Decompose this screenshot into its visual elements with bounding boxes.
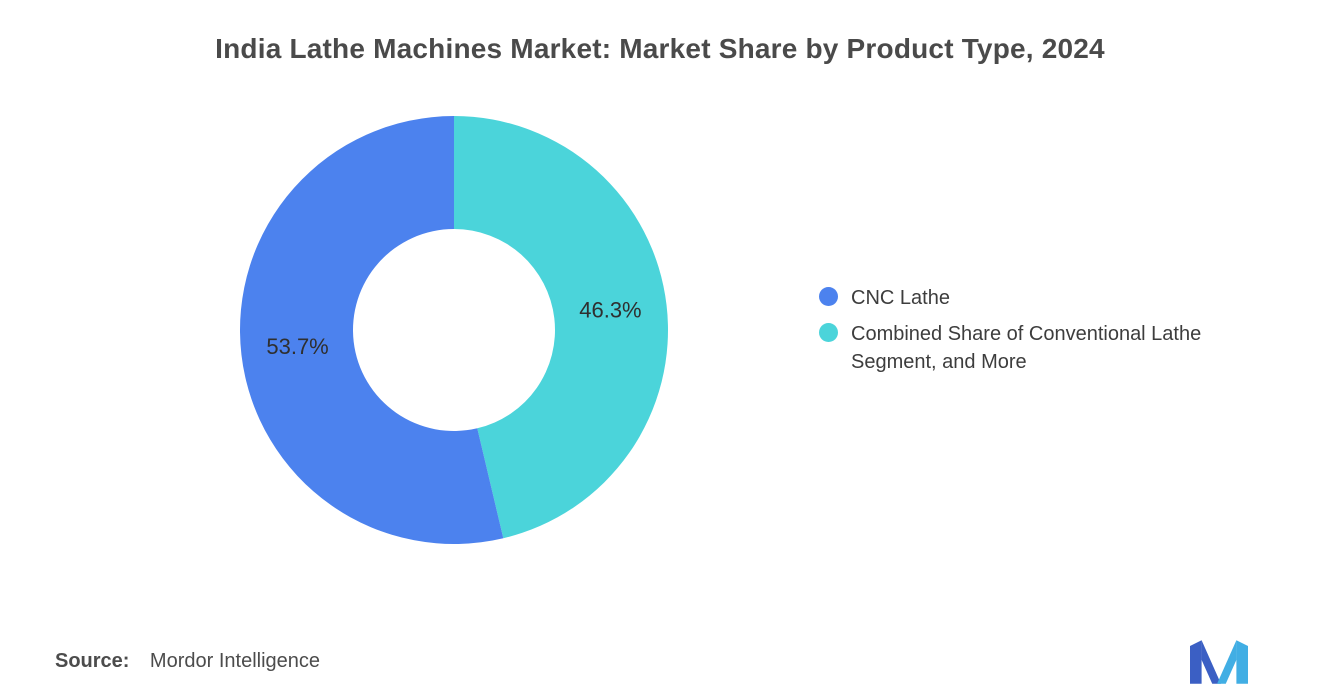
mordor-logo-glyph xyxy=(1190,640,1248,684)
legend-swatch-cnc-lathe xyxy=(819,287,838,306)
logo-left-bar xyxy=(1190,640,1202,684)
legend-item-cnc-lathe[interactable]: CNC Lathe xyxy=(819,284,1256,312)
footer: Source: Mordor Intelligence xyxy=(55,639,1248,684)
slice-value-label-1: 46.3% xyxy=(579,298,641,323)
donut-slice-0[interactable] xyxy=(239,116,504,544)
donut-chart-wrap: 46.3% 53.7% xyxy=(234,110,674,550)
donut-chart: 46.3% 53.7% xyxy=(239,116,668,544)
chart-area: 46.3% 53.7% CNC Lathe Combined Share of C… xyxy=(0,110,1320,550)
source-value: Mordor Intelligence xyxy=(149,650,321,672)
legend-item-conventional-lathe[interactable]: Combined Share of Conventional Lathe Seg… xyxy=(819,320,1256,376)
logo-right-diagonal xyxy=(1217,640,1237,684)
source-label: Source: xyxy=(55,650,130,672)
legend-label-conventional-lathe: Combined Share of Conventional Lathe Seg… xyxy=(851,323,1202,373)
legend: CNC Lathe Combined Share of Conventional… xyxy=(819,276,1256,384)
mordor-intelligence-logo xyxy=(1190,639,1248,684)
legend-swatch-conventional-lathe xyxy=(819,323,838,342)
donut-slice-1[interactable] xyxy=(454,116,668,539)
logo-right-bar xyxy=(1236,640,1248,684)
chart-title: India Lathe Machines Market: Market Shar… xyxy=(215,33,1105,64)
legend-label-cnc-lathe: CNC Lathe xyxy=(851,287,950,309)
chart-page: India Lathe Machines Market: Market Shar… xyxy=(0,33,1320,684)
logo-left-diagonal xyxy=(1201,640,1221,684)
source-note: Source: Mordor Intelligence xyxy=(55,650,320,673)
slice-value-label-0: 53.7% xyxy=(266,334,328,359)
